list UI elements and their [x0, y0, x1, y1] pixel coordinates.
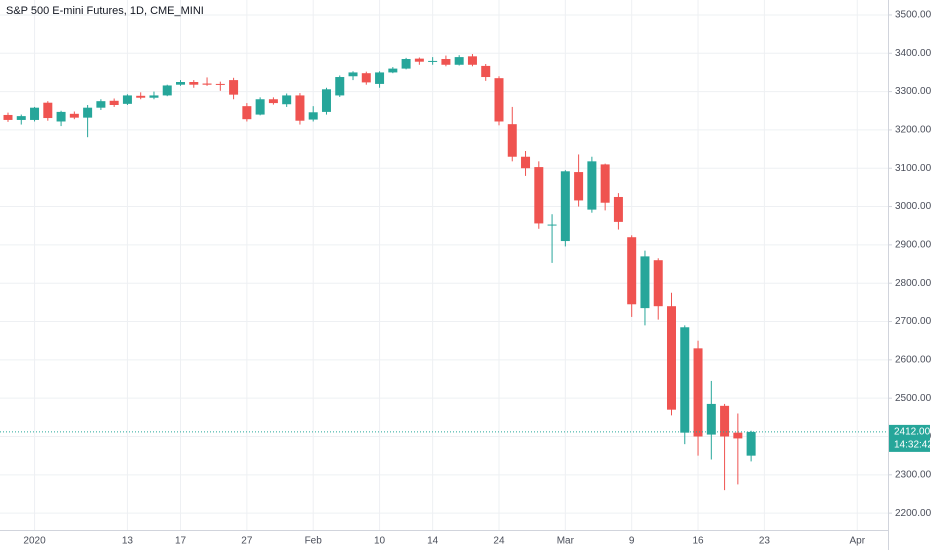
x-tick-label: 14: [427, 536, 439, 547]
candle-body: [600, 164, 610, 203]
x-tick-label: 9: [629, 536, 635, 547]
last-price-label: 2412.00: [894, 427, 931, 438]
candle-body: [494, 78, 504, 122]
x-tick-label: 10: [374, 536, 386, 547]
candle-body: [428, 60, 438, 62]
candle-body: [667, 306, 676, 410]
candle-body: [560, 171, 570, 242]
y-tick-label: 2800.00: [895, 278, 932, 289]
candle-body: [693, 348, 703, 437]
x-tick-label: 13: [122, 536, 134, 547]
grid: [0, 0, 888, 530]
candle-body: [321, 89, 331, 112]
candle-body: [69, 113, 79, 118]
candles: [3, 54, 756, 491]
candle-body: [521, 156, 531, 169]
candle-body: [43, 102, 53, 119]
candle-body: [481, 65, 491, 78]
candle-body: [534, 167, 544, 224]
candle-body: [16, 116, 26, 120]
candle-body: [162, 85, 172, 96]
y-tick-label: 3200.00: [895, 125, 932, 136]
candle-body: [282, 95, 292, 105]
y-tick-label: 3500.00: [895, 10, 932, 21]
candle-body: [587, 161, 597, 210]
x-tick-label: 16: [692, 536, 704, 547]
candle-body: [361, 73, 371, 83]
y-tick-label: 2200.00: [895, 508, 932, 519]
candle-body: [613, 196, 623, 222]
y-tick-label: 2900.00: [895, 240, 932, 251]
x-tick-label: Mar: [557, 536, 575, 547]
candle-body: [640, 256, 650, 309]
candle-body: [149, 95, 159, 98]
candle-body: [30, 107, 40, 120]
y-tick-label: 2700.00: [895, 316, 932, 327]
candle-body: [454, 57, 464, 65]
x-tick-label: 23: [759, 536, 771, 547]
x-tick-label: Feb: [305, 536, 323, 547]
candle-body: [547, 224, 557, 226]
candle-body: [83, 107, 93, 118]
countdown-label: 14:32:42: [894, 440, 932, 451]
candle-body: [176, 82, 186, 85]
chart-title: S&P 500 E-mini Futures, 1D, CME_MINI: [6, 5, 204, 17]
candle-body: [653, 260, 663, 307]
x-tick-label: 24: [493, 536, 505, 547]
candle-body: [229, 80, 239, 95]
candle-body: [388, 68, 398, 73]
candle-body: [255, 99, 265, 115]
candle-body: [136, 95, 146, 98]
candle-body: [627, 237, 637, 305]
candle-body: [574, 172, 584, 201]
y-tick-label: 3300.00: [895, 86, 932, 97]
candle-body: [733, 432, 743, 439]
candle-body: [109, 100, 119, 106]
x-tick-label: 2020: [23, 536, 46, 547]
y-tick-label: 2600.00: [895, 354, 932, 365]
x-tick-label: 27: [241, 536, 253, 547]
y-tick-label: 3400.00: [895, 48, 932, 59]
candle-body: [335, 77, 345, 96]
candle-body: [375, 72, 385, 84]
y-tick-label: 2500.00: [895, 393, 932, 404]
candle-body: [680, 327, 690, 433]
candle-body: [268, 99, 278, 104]
candle-body: [202, 83, 212, 85]
candle-body: [308, 112, 318, 120]
candle-body: [746, 431, 756, 456]
candle-body: [507, 124, 517, 157]
candle-body: [706, 403, 716, 435]
candle-body: [122, 95, 132, 104]
candle-body: [215, 83, 225, 85]
candle-body: [720, 405, 730, 437]
last-price-box: [889, 424, 930, 452]
candle-body: [414, 58, 424, 62]
candle-body: [189, 82, 199, 85]
candle-body: [3, 114, 13, 120]
candle-body: [441, 59, 451, 65]
candle-body: [96, 101, 106, 108]
x-tick-label: Apr: [849, 536, 865, 547]
candle-body: [401, 59, 411, 69]
candle-body: [348, 72, 358, 77]
candle-body: [242, 106, 252, 120]
candle-body: [467, 56, 477, 65]
y-tick-label: 2300.00: [895, 469, 932, 480]
candle-body: [56, 111, 66, 122]
x-tick-label: 17: [175, 536, 187, 547]
candle-body: [295, 95, 305, 121]
y-tick-label: 3100.00: [895, 163, 932, 174]
y-tick-label: 3000.00: [895, 201, 932, 212]
